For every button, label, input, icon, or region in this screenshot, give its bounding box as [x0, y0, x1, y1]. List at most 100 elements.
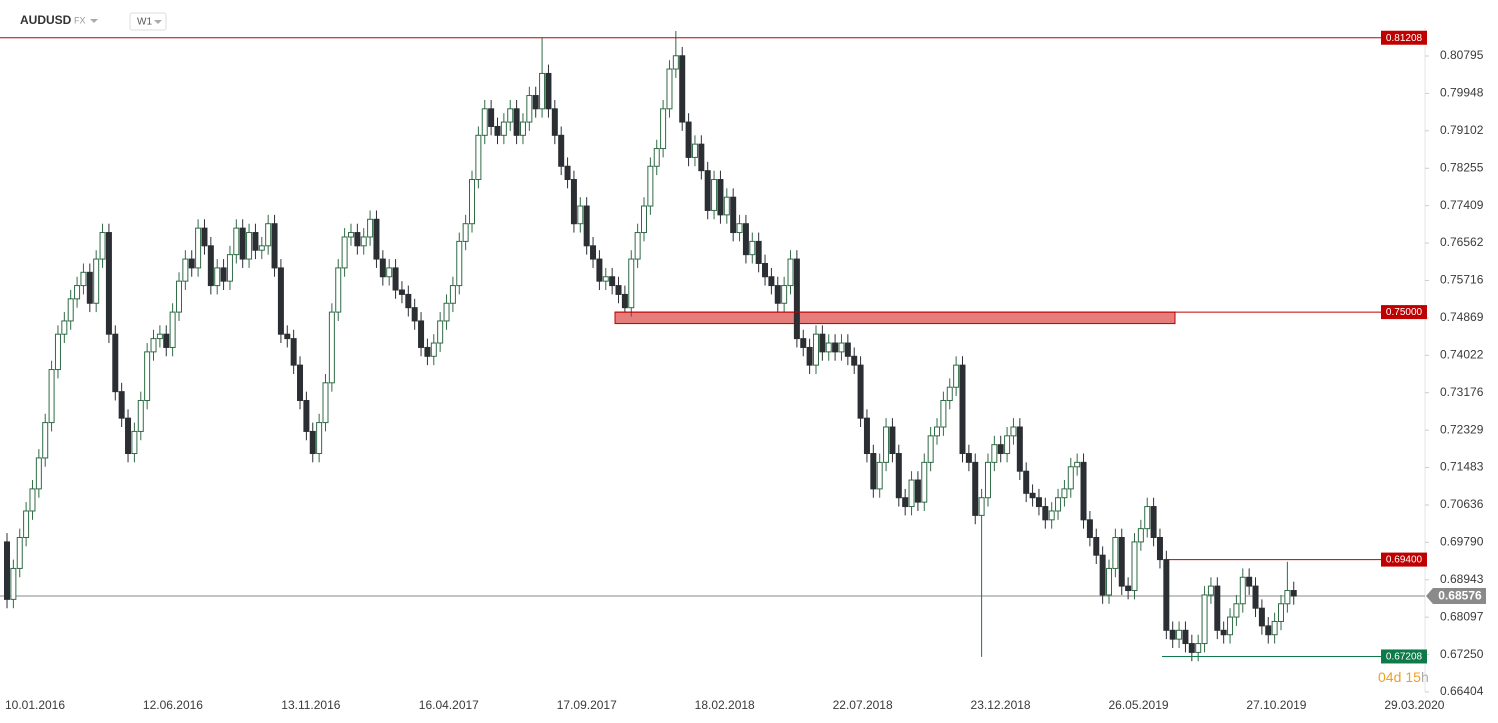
candle-body — [628, 258, 635, 309]
candle-body — [844, 342, 851, 357]
candle-body — [819, 333, 826, 353]
x-tick-label: 27.10.2019 — [1246, 698, 1306, 712]
candle-body — [921, 461, 928, 503]
candle-body — [691, 143, 698, 158]
candle-body — [558, 134, 565, 167]
candle-body — [354, 232, 361, 247]
candle-body — [93, 258, 100, 304]
candle-body — [112, 333, 119, 393]
candle-body — [1080, 461, 1087, 521]
countdown-hours: 15 — [1405, 669, 1421, 685]
candle-body — [825, 342, 832, 353]
candle-body — [997, 444, 1004, 455]
candle-body — [1074, 461, 1081, 468]
y-tick-label: 0.78255 — [1440, 160, 1484, 174]
candle-body — [590, 245, 597, 260]
candle-body — [602, 276, 609, 282]
symbol-dropdown[interactable] — [90, 19, 98, 23]
candle-body — [609, 276, 616, 287]
candle-body — [182, 258, 189, 282]
candle-body — [927, 435, 934, 463]
candle-body — [360, 236, 367, 247]
candle-body — [672, 55, 679, 70]
candle-body — [105, 232, 112, 335]
candle-body — [277, 267, 284, 335]
candle-body — [163, 333, 170, 348]
candle-body — [418, 320, 425, 348]
candle-body — [201, 227, 208, 247]
candle-body — [494, 125, 501, 136]
candle-body — [1284, 590, 1291, 605]
candle-body — [169, 311, 176, 348]
candle-body — [793, 258, 800, 340]
candle-body — [54, 333, 61, 371]
symbol[interactable]: AUDUSD — [20, 13, 72, 27]
candle-body — [99, 232, 106, 260]
candle-body — [226, 254, 233, 282]
candle-body — [679, 55, 686, 123]
candle-body — [749, 240, 756, 256]
candle-body — [711, 179, 718, 211]
candle-body — [23, 510, 30, 538]
candle-body — [972, 461, 979, 516]
candle-body — [144, 351, 151, 401]
candle-body — [430, 342, 437, 357]
candle-body — [768, 276, 775, 287]
candle-body — [1182, 629, 1189, 645]
candle-body — [239, 227, 246, 260]
candle-body — [207, 245, 214, 287]
candle-body — [698, 143, 705, 172]
candle-body — [246, 232, 253, 260]
countdown-days: 04 — [1378, 669, 1394, 685]
level-label-box — [1381, 649, 1427, 664]
candle-body — [233, 227, 240, 256]
zone — [614, 311, 1176, 325]
candle-body — [284, 333, 291, 340]
candle-body — [519, 121, 526, 136]
candle-body — [539, 72, 546, 110]
candle-body — [647, 165, 654, 207]
candle-body — [902, 497, 909, 508]
candle-body — [258, 245, 265, 251]
candle-body — [131, 430, 138, 455]
y-tick-label: 0.76562 — [1440, 235, 1484, 249]
candle-body — [914, 479, 921, 503]
candle-body — [889, 426, 896, 455]
candle-body — [405, 293, 412, 309]
candle-body — [1137, 528, 1144, 543]
candle-body — [1169, 629, 1176, 640]
candle-body — [883, 426, 890, 463]
candle-body — [1099, 554, 1106, 596]
candle-body — [991, 444, 998, 463]
x-tick-label: 23.12.2018 — [971, 698, 1031, 712]
candle-body — [959, 364, 966, 455]
y-tick-label: 0.74022 — [1440, 347, 1484, 361]
candle-body — [1220, 629, 1227, 636]
candle-body — [570, 179, 577, 225]
market: FX — [74, 15, 86, 25]
candle-body — [755, 240, 762, 264]
level-label-box — [1381, 552, 1427, 567]
y-tick-label: 0.77409 — [1440, 198, 1484, 212]
candle-body — [857, 364, 864, 419]
candle-body — [195, 227, 202, 269]
candle-body — [74, 285, 81, 300]
level-label-box — [1381, 305, 1427, 320]
candle-body — [641, 205, 647, 234]
candle-body — [1035, 497, 1042, 508]
x-tick-label: 16.04.2017 — [419, 698, 479, 712]
candle-body — [1055, 497, 1062, 512]
candle-body — [946, 386, 953, 401]
candle-body — [832, 342, 839, 353]
candle-body — [1271, 620, 1278, 636]
candle-body — [481, 108, 488, 136]
timeframe-dropdown[interactable] — [154, 20, 162, 24]
candle-body — [188, 258, 195, 269]
candle-body — [1061, 488, 1068, 499]
y-tick-label: 0.72329 — [1440, 422, 1484, 436]
timeframe-box[interactable] — [129, 12, 167, 31]
timeframe[interactable]: W1 — [137, 17, 152, 28]
candle-body — [1258, 607, 1265, 627]
candle-body — [86, 271, 93, 304]
candle-body — [48, 369, 55, 424]
